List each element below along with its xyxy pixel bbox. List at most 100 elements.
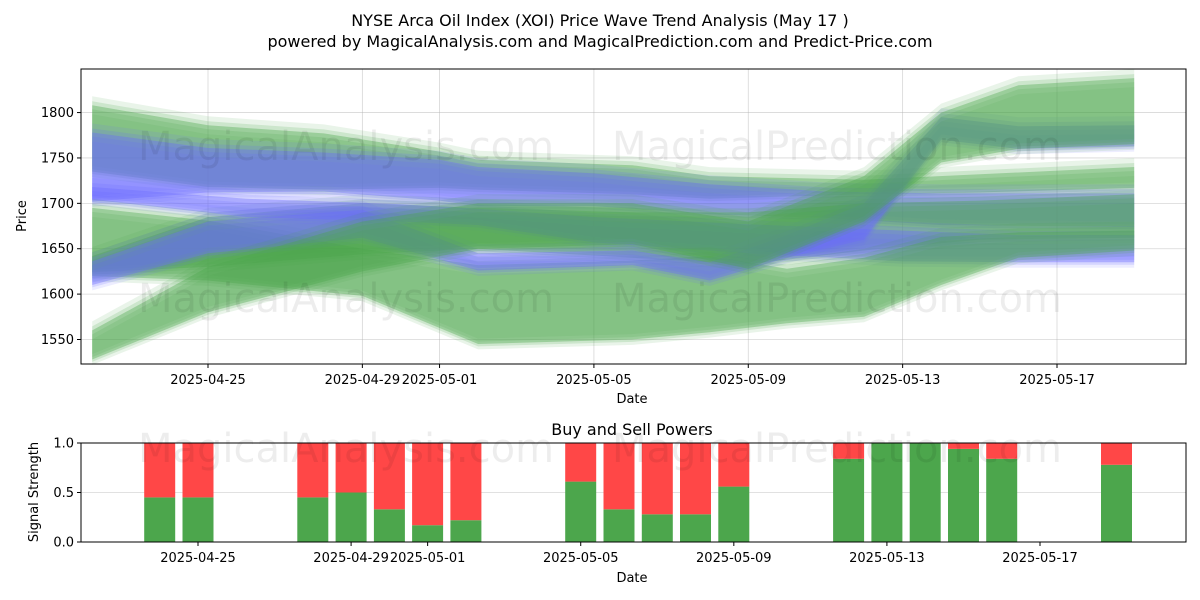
sell-bar bbox=[1101, 443, 1132, 465]
price-band-green bbox=[92, 96, 1135, 205]
price-ytick-label: 1600 bbox=[41, 288, 74, 303]
sell-bar bbox=[833, 443, 865, 459]
buy-bar bbox=[948, 448, 979, 542]
sell-bar bbox=[144, 443, 176, 498]
price-band-green bbox=[92, 74, 1135, 362]
price-band-blue bbox=[92, 126, 1135, 280]
price-band-blue bbox=[92, 128, 1135, 230]
sell-bar bbox=[948, 443, 979, 449]
price-xtick-label: 2025-05-05 bbox=[556, 373, 632, 388]
buy-bar bbox=[144, 497, 176, 542]
sell-bar bbox=[412, 443, 444, 526]
price-band-blue bbox=[92, 121, 1135, 283]
price-band-blue bbox=[92, 191, 1135, 260]
price-band-green bbox=[92, 211, 1135, 342]
price-band-green bbox=[92, 198, 1135, 350]
price-ytick-label: 1550 bbox=[41, 333, 74, 348]
price-xtick-label: 2025-05-01 bbox=[402, 373, 478, 388]
price-band-green bbox=[92, 203, 1135, 347]
sell-bar bbox=[680, 443, 711, 515]
watermark-prediction-lower: MagicalPrediction.com bbox=[612, 276, 1062, 322]
price-band-blue bbox=[92, 132, 1135, 227]
sell-bar bbox=[603, 443, 635, 510]
price-band-green bbox=[92, 114, 1135, 194]
power-xtick-label: 2025-05-01 bbox=[390, 551, 466, 566]
sell-bar bbox=[297, 443, 329, 498]
price-xtick-label: 2025-04-29 bbox=[325, 373, 401, 388]
price-axes: 2025-04-25 2025-04-29 2025-05-01 2025-05-05… bbox=[41, 106, 1095, 388]
power-watermarks: MagicalAnalysis.com MagicalPrediction.co… bbox=[138, 426, 1062, 472]
price-band-blue bbox=[92, 178, 1135, 268]
power-bars bbox=[144, 443, 1132, 542]
price-xlabel: Date bbox=[616, 392, 647, 407]
watermark-prediction-bottom: MagicalPrediction.com bbox=[612, 426, 1062, 472]
price-band-green bbox=[92, 105, 1135, 199]
price-grid bbox=[81, 69, 1186, 364]
price-band-blue bbox=[92, 141, 1135, 222]
power-xtick-label: 2025-04-29 bbox=[313, 551, 389, 566]
buy-bar bbox=[603, 509, 635, 542]
buy-bar bbox=[335, 492, 367, 542]
price-ytick-label: 1800 bbox=[41, 106, 74, 121]
buy-bar bbox=[986, 458, 1018, 542]
price-chart: MagicalAnalysis.com MagicalPrediction.co… bbox=[15, 68, 1187, 407]
price-band-blue bbox=[92, 108, 1135, 291]
price-band-green bbox=[92, 194, 1135, 273]
buy-bar bbox=[1101, 464, 1132, 542]
price-band-blue bbox=[92, 123, 1135, 233]
power-xtick-label: 2025-05-13 bbox=[849, 551, 925, 566]
price-band-blue bbox=[92, 113, 1135, 288]
buy-bar bbox=[297, 497, 329, 542]
price-plot-border bbox=[80, 68, 1187, 365]
buy-bar bbox=[450, 520, 482, 542]
price-band-blue bbox=[92, 136, 1135, 225]
price-band-green bbox=[92, 69, 1135, 365]
price-band-blue bbox=[92, 183, 1135, 265]
price-band-green bbox=[92, 185, 1135, 278]
buy-bar bbox=[641, 514, 673, 542]
price-xtick-label: 2025-05-17 bbox=[1019, 373, 1095, 388]
buy-bar bbox=[373, 509, 405, 542]
sell-bar bbox=[565, 443, 597, 482]
price-band-green bbox=[92, 198, 1135, 270]
price-band-green bbox=[92, 78, 1135, 360]
watermark-prediction-upper: MagicalPrediction.com bbox=[612, 124, 1062, 170]
price-xtick-label: 2025-05-09 bbox=[710, 373, 786, 388]
watermark-analysis-upper: MagicalAnalysis.com bbox=[138, 124, 554, 170]
buy-bar bbox=[909, 443, 941, 542]
price-ytick-label: 1750 bbox=[41, 151, 74, 166]
price-band-blue bbox=[92, 187, 1135, 263]
power-ytick-label: 0.5 bbox=[53, 486, 74, 501]
buy-bar bbox=[412, 525, 444, 542]
power-ytick-label: 0.0 bbox=[53, 536, 74, 551]
power-axes: 2025-04-25 2025-04-29 2025-05-01 2025-05-05… bbox=[53, 437, 1077, 567]
price-ytick-label: 1650 bbox=[41, 242, 74, 257]
power-xtick-label: 2025-05-17 bbox=[1002, 551, 1078, 566]
price-bands bbox=[92, 69, 1135, 365]
price-band-green bbox=[92, 82, 1135, 358]
price-band-green bbox=[92, 203, 1135, 267]
power-xlabel: Date bbox=[616, 571, 647, 586]
buy-bar bbox=[871, 443, 903, 542]
watermark-analysis-lower: MagicalAnalysis.com bbox=[138, 276, 554, 322]
buy-bar bbox=[182, 497, 214, 542]
price-watermarks: MagicalAnalysis.com MagicalPrediction.co… bbox=[138, 124, 1062, 322]
price-band-blue bbox=[92, 117, 1135, 285]
power-xtick-label: 2025-05-05 bbox=[543, 551, 619, 566]
power-xtick-label: 2025-04-25 bbox=[160, 551, 236, 566]
sell-bar bbox=[641, 443, 673, 515]
power-chart-title: Buy and Sell Powers bbox=[551, 420, 713, 439]
price-ylabel: Price bbox=[15, 200, 30, 232]
price-band-green bbox=[92, 216, 1135, 339]
price-band-green bbox=[92, 190, 1135, 275]
price-ytick-label: 1700 bbox=[41, 197, 74, 212]
buy-bar bbox=[565, 481, 597, 542]
price-band-green bbox=[92, 109, 1135, 197]
buy-bar bbox=[680, 514, 711, 542]
price-band-green bbox=[92, 87, 1135, 355]
sell-bar bbox=[986, 443, 1018, 459]
sell-bar bbox=[373, 443, 405, 510]
power-xtick-label: 2025-05-09 bbox=[696, 551, 772, 566]
chart-subtitle: powered by MagicalAnalysis.com and Magic… bbox=[267, 32, 932, 51]
